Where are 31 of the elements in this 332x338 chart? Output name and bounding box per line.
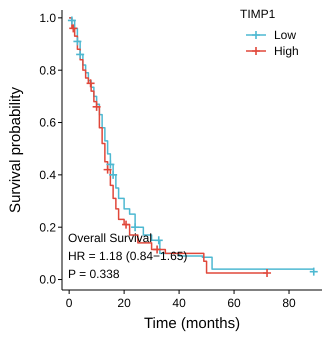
point xyxy=(108,170,118,180)
point xyxy=(102,164,112,174)
point xyxy=(262,268,272,278)
point xyxy=(75,50,85,60)
x-tick-label: 20 xyxy=(117,296,132,310)
point xyxy=(72,36,82,46)
annotation: P = 0.338 xyxy=(68,267,120,281)
point xyxy=(130,222,140,232)
y-axis-title: Survival probability xyxy=(7,86,24,213)
x-tick-label: 80 xyxy=(282,296,296,310)
legend-title: TIMP1 xyxy=(240,7,276,21)
y-tick-label: 0.2 xyxy=(39,220,56,234)
x-tick-label: 40 xyxy=(172,296,186,310)
x-axis-title: Time (months) xyxy=(144,315,240,332)
x-tick-label: 60 xyxy=(227,296,242,310)
point xyxy=(308,266,319,276)
annotation: HR = 1.18 (0.84−1.65) xyxy=(68,249,188,263)
y-tick-label: 0.4 xyxy=(39,168,56,182)
point xyxy=(106,160,116,170)
legend-label: High xyxy=(274,44,299,58)
point xyxy=(68,24,78,34)
point xyxy=(92,102,102,112)
y-tick-label: 1.0 xyxy=(39,11,56,26)
y-tick-label: 0.8 xyxy=(39,63,56,78)
x-tick-label: 0 xyxy=(66,296,73,310)
point xyxy=(86,78,96,88)
y-tick-label: 0.0 xyxy=(39,272,56,287)
legend-label: Low xyxy=(274,28,296,42)
point xyxy=(154,235,164,246)
y-tick-label: 0.6 xyxy=(39,116,56,130)
point xyxy=(121,220,131,230)
